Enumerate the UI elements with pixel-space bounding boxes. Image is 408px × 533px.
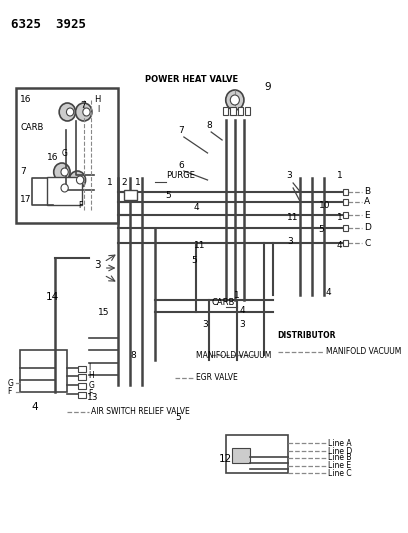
- Text: G: G: [7, 378, 13, 387]
- Circle shape: [67, 108, 74, 116]
- Bar: [343, 212, 348, 218]
- Bar: [223, 107, 228, 115]
- Text: 2: 2: [121, 178, 127, 187]
- Text: 12: 12: [218, 454, 232, 464]
- Text: 11: 11: [194, 241, 205, 250]
- Circle shape: [61, 168, 68, 176]
- Text: 6: 6: [178, 161, 184, 170]
- Text: C: C: [364, 238, 370, 247]
- Text: G: G: [62, 149, 68, 157]
- Bar: [343, 199, 348, 205]
- Text: 4: 4: [194, 203, 200, 212]
- Text: 5: 5: [319, 225, 324, 234]
- Text: Line B: Line B: [328, 454, 351, 463]
- Text: 1: 1: [107, 178, 113, 187]
- Text: 17: 17: [20, 196, 31, 205]
- Circle shape: [76, 176, 84, 184]
- Text: 9: 9: [264, 82, 271, 92]
- Text: Line C: Line C: [328, 469, 351, 478]
- Text: G: G: [88, 381, 94, 390]
- Text: 11: 11: [287, 213, 298, 222]
- Text: 16: 16: [47, 154, 59, 163]
- Text: 10: 10: [319, 201, 330, 210]
- Text: 13: 13: [86, 393, 98, 402]
- Text: 3: 3: [202, 320, 208, 329]
- Text: MANIFOLD VACUUM: MANIFOLD VACUUM: [196, 351, 271, 359]
- Circle shape: [61, 184, 68, 192]
- Text: 5: 5: [191, 256, 197, 265]
- Circle shape: [83, 108, 90, 116]
- Circle shape: [75, 103, 92, 121]
- Bar: [343, 240, 348, 246]
- Text: POWER HEAT VALVE: POWER HEAT VALVE: [144, 75, 238, 84]
- Text: 4: 4: [326, 288, 331, 297]
- Bar: [343, 225, 348, 231]
- Text: 6325  3925: 6325 3925: [11, 18, 86, 31]
- Text: 5: 5: [176, 413, 182, 422]
- Circle shape: [59, 103, 75, 121]
- Text: 1: 1: [337, 171, 343, 180]
- Bar: [343, 189, 348, 195]
- Text: 7: 7: [178, 126, 184, 135]
- Circle shape: [69, 171, 86, 189]
- Text: D: D: [364, 223, 371, 232]
- Bar: [124, 190, 137, 200]
- Text: 4: 4: [239, 306, 245, 315]
- Text: F: F: [78, 200, 83, 209]
- Text: Line A: Line A: [328, 439, 351, 448]
- Bar: [226, 435, 288, 473]
- Text: PURGE: PURGE: [166, 171, 195, 180]
- Text: I: I: [88, 364, 91, 373]
- Text: 14: 14: [46, 292, 59, 302]
- Text: I: I: [98, 104, 100, 114]
- Text: F: F: [88, 390, 93, 399]
- Text: 7: 7: [20, 167, 26, 176]
- Text: CARB: CARB: [211, 298, 235, 307]
- Text: DISTRIBUTOR: DISTRIBUTOR: [277, 331, 336, 340]
- Text: 4: 4: [337, 241, 342, 250]
- Text: 7: 7: [80, 101, 86, 109]
- Text: 15: 15: [98, 308, 110, 317]
- Bar: [78, 383, 86, 389]
- Circle shape: [54, 179, 70, 197]
- Text: Line D: Line D: [328, 447, 352, 456]
- Bar: [232, 448, 251, 463]
- Bar: [20, 350, 67, 392]
- Circle shape: [54, 163, 70, 181]
- Bar: [78, 392, 86, 398]
- Text: 3: 3: [94, 260, 100, 270]
- Bar: [16, 88, 118, 223]
- Text: 1: 1: [337, 213, 343, 222]
- Text: MANIFOLD VACUUM: MANIFOLD VACUUM: [326, 348, 401, 357]
- Text: 3: 3: [286, 171, 292, 180]
- Circle shape: [226, 90, 244, 110]
- Text: 3: 3: [239, 320, 245, 329]
- Bar: [245, 107, 251, 115]
- Text: 8: 8: [206, 121, 213, 130]
- Text: A: A: [364, 198, 370, 206]
- Text: H: H: [94, 94, 100, 103]
- Text: EGR VALVE: EGR VALVE: [196, 374, 237, 383]
- Text: 3: 3: [288, 237, 293, 246]
- Text: B: B: [364, 188, 370, 197]
- Bar: [47, 177, 82, 205]
- Text: H: H: [88, 372, 94, 381]
- Text: 8: 8: [130, 351, 136, 360]
- Text: 1: 1: [234, 291, 239, 300]
- Text: F: F: [7, 387, 12, 397]
- Bar: [237, 107, 243, 115]
- Text: E: E: [364, 211, 370, 220]
- Text: CARB: CARB: [20, 124, 43, 133]
- Text: 5: 5: [166, 191, 171, 200]
- Text: 4: 4: [32, 402, 38, 412]
- Text: Line E: Line E: [328, 462, 351, 471]
- Text: AIR SWITCH RELIEF VALVE: AIR SWITCH RELIEF VALVE: [91, 408, 190, 416]
- Bar: [230, 107, 236, 115]
- Text: 16: 16: [20, 95, 31, 104]
- Circle shape: [230, 95, 239, 105]
- Text: 1: 1: [135, 178, 140, 187]
- Bar: [78, 374, 86, 380]
- Bar: [78, 366, 86, 372]
